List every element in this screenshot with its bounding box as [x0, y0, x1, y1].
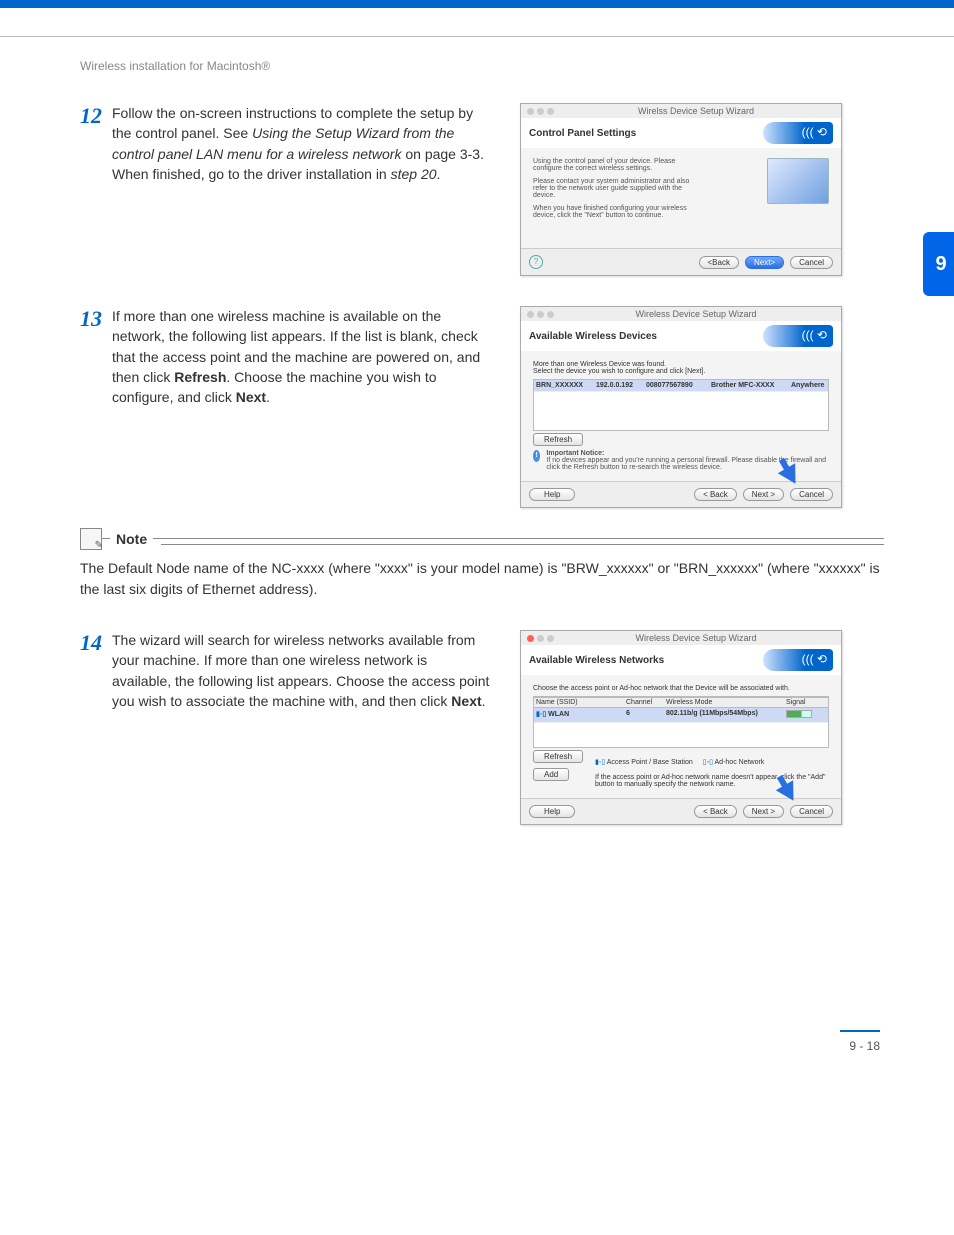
col-name: Name (SSID): [536, 699, 626, 706]
list-header: Name (SSID) Channel Wireless Mode Signal: [534, 697, 828, 708]
notice-label: Important Notice:: [546, 450, 604, 457]
chapter-tab: 9: [923, 232, 954, 296]
dialog-title: Available Wireless Networks: [529, 655, 664, 666]
text: .: [266, 389, 270, 405]
access-point-icon: ▮◦▯: [536, 711, 548, 718]
signal-bar-icon: [786, 710, 812, 718]
cell-ip: 192.0.0.192: [596, 382, 646, 389]
legend: ▮◦▯ Access Point / Base Station ▯◦▯ Ad-h…: [595, 758, 829, 766]
device-row-selected[interactable]: BRN_XXXXXX 192.0.0.192 008077567890 Brot…: [534, 380, 828, 392]
text: The wizard will search for wireless netw…: [112, 632, 489, 709]
text-bold: Next: [236, 389, 266, 405]
cell-mode: 802.11b/g (11Mbps/54Mbps): [666, 710, 786, 720]
step-13: 13 If more than one wireless machine is …: [80, 306, 884, 508]
network-list[interactable]: Name (SSID) Channel Wireless Mode Signal…: [533, 696, 829, 748]
cell-mac: 008077567890: [646, 382, 711, 389]
dialog-intro: Choose the access point or Ad-hoc networ…: [533, 685, 829, 692]
back-button[interactable]: < Back: [694, 805, 737, 818]
access-point-icon: ▮◦▯: [595, 759, 605, 766]
refresh-button[interactable]: Refresh: [533, 750, 583, 763]
step-number: 12: [80, 103, 102, 276]
note-text: The Default Node name of the NC-xxxx (wh…: [80, 558, 884, 600]
refresh-button[interactable]: Refresh: [533, 433, 583, 446]
help-button[interactable]: Help: [529, 488, 575, 501]
cancel-button[interactable]: Cancel: [790, 805, 833, 818]
text-italic: step 20: [391, 166, 437, 182]
page-number: 9 - 18: [849, 1039, 880, 1053]
dialog-text: Please contact your system administrator…: [533, 178, 703, 199]
dialog-text: Using the control panel of your device. …: [533, 158, 703, 172]
next-button[interactable]: Next >: [743, 488, 784, 501]
info-icon: !: [533, 450, 540, 462]
step-body: Follow the on-screen instructions to com…: [112, 103, 490, 276]
running-header: Wireless installation for Macintosh®: [80, 59, 884, 73]
dialog-title: Available Wireless Devices: [529, 331, 657, 342]
step-12: 12 Follow the on-screen instructions to …: [80, 103, 884, 276]
step-body: If more than one wireless machine is ava…: [112, 306, 490, 508]
help-icon[interactable]: ?: [529, 255, 543, 269]
col-signal: Signal: [786, 699, 836, 706]
ssid-text: WLAN: [548, 711, 569, 718]
legend-adhoc: Ad-hoc Network: [715, 759, 765, 766]
note-icon: [80, 528, 102, 550]
next-button[interactable]: Next>: [745, 256, 784, 269]
step-14: 14 The wizard will search for wireless n…: [80, 630, 884, 825]
dialog-control-panel-settings: Wirelss Device Setup Wizard Control Pane…: [520, 103, 842, 276]
cancel-button[interactable]: Cancel: [790, 256, 833, 269]
help-button[interactable]: Help: [529, 805, 575, 818]
text-bold: Next: [451, 693, 481, 709]
step-body: The wizard will search for wireless netw…: [112, 630, 490, 825]
device-illustration-icon: [767, 158, 829, 204]
back-button[interactable]: < Back: [694, 488, 737, 501]
note-block: Note The Default Node name of the NC-xxx…: [80, 538, 884, 600]
window-title: Wirelss Device Setup Wizard: [557, 106, 835, 116]
step-number: 14: [80, 630, 102, 825]
window-title: Wireless Device Setup Wizard: [557, 309, 835, 319]
step-number: 13: [80, 306, 102, 508]
cell-signal: [786, 710, 836, 720]
cell-printer: Brother MFC-XXXX: [711, 382, 791, 389]
top-accent-bar: [0, 0, 954, 8]
dialog-title: Control Panel Settings: [529, 128, 636, 139]
footer-accent: [840, 1030, 880, 1032]
window-title: Wireless Device Setup Wizard: [557, 633, 835, 643]
col-mode: Wireless Mode: [666, 699, 786, 706]
note-rule: [161, 544, 884, 545]
col-channel: Channel: [626, 699, 666, 706]
note-label: Note: [110, 531, 153, 547]
brand-wave-icon: [763, 325, 833, 347]
text: .: [437, 166, 441, 182]
add-button[interactable]: Add: [533, 768, 569, 781]
device-list[interactable]: BRN_XXXXXX 192.0.0.192 008077567890 Brot…: [533, 379, 829, 431]
brand-wave-icon: [763, 122, 833, 144]
text-bold: Refresh: [174, 369, 226, 385]
back-button[interactable]: <Back: [699, 256, 739, 269]
dialog-available-devices: Wireless Device Setup Wizard Available W…: [520, 306, 842, 508]
dialog-text: When you have finished configuring your …: [533, 205, 703, 219]
dialog-available-networks: Wireless Device Setup Wizard Available W…: [520, 630, 842, 825]
dialog-intro: More than one Wireless Device was found.…: [533, 361, 829, 375]
adhoc-icon: ▯◦▯: [703, 759, 713, 766]
page-footer: 9 - 18: [80, 1025, 884, 1053]
next-button[interactable]: Next >: [743, 805, 784, 818]
cell-location: Anywhere: [791, 382, 841, 389]
network-row-selected[interactable]: ▮◦▯ WLAN 6 802.11b/g (11Mbps/54Mbps): [534, 708, 828, 723]
brand-wave-icon: [763, 649, 833, 671]
cell-node: BRN_XXXXXX: [536, 382, 596, 389]
cell-ssid: ▮◦▯ WLAN: [536, 710, 626, 720]
cell-channel: 6: [626, 710, 666, 720]
legend-ap: Access Point / Base Station: [607, 759, 693, 766]
cancel-button[interactable]: Cancel: [790, 488, 833, 501]
text: .: [482, 693, 486, 709]
